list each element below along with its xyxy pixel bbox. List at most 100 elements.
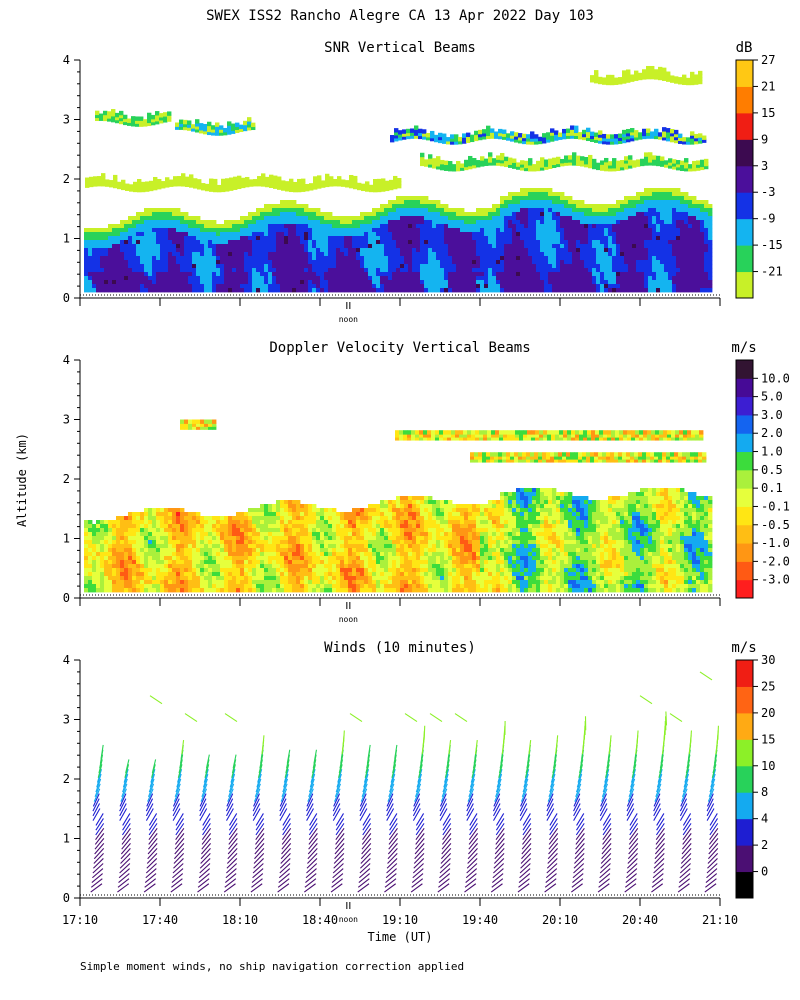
snr-cell [144, 288, 149, 293]
snr-cell [640, 161, 645, 167]
snr-cell [456, 276, 461, 281]
snr-cell [284, 204, 289, 209]
snr-cell [680, 192, 685, 197]
snr-cell [104, 264, 109, 269]
doppler-cell [116, 568, 121, 573]
snr-cell [349, 177, 354, 183]
snr-cell [484, 256, 489, 261]
snr-cell [588, 154, 593, 160]
snr-cell [548, 192, 553, 197]
doppler-cell [164, 580, 169, 585]
snr-cell [488, 280, 493, 285]
doppler-cell [200, 580, 205, 585]
snr-cell [240, 260, 245, 265]
snr-cell [260, 256, 265, 261]
snr-cell [604, 163, 609, 169]
snr-cell [468, 276, 473, 281]
snr-cell [212, 256, 217, 261]
snr-cell [632, 260, 637, 265]
doppler-cell [168, 560, 173, 565]
snr-cell [484, 248, 489, 253]
snr-cell [668, 256, 673, 261]
snr-cell [284, 276, 289, 281]
doppler-cell [140, 544, 145, 549]
snr-cell [268, 244, 273, 249]
snr-cell [100, 288, 105, 293]
snr-cell [546, 135, 551, 140]
snr-cell [672, 162, 677, 167]
snr-cell [456, 280, 461, 285]
snr-cell [224, 280, 229, 285]
snr-cell [652, 248, 657, 253]
snr-cell [496, 272, 501, 277]
snr-cell [184, 268, 189, 273]
doppler-cell [188, 532, 193, 537]
snr-cell [544, 252, 549, 257]
snr-cell [328, 272, 333, 277]
snr-cell [108, 288, 113, 293]
snr-cell [396, 248, 401, 253]
snr-cell [332, 228, 337, 233]
snr-cell [580, 156, 585, 161]
snr-cell [216, 284, 221, 289]
doppler-cell [180, 540, 185, 545]
snr-cell [558, 135, 563, 140]
snr-cell [100, 228, 105, 233]
snr-cell [100, 260, 105, 265]
snr-cell [688, 208, 693, 213]
snr-cell [260, 208, 265, 213]
snr-cell [580, 276, 585, 281]
snr-cell [632, 288, 637, 293]
snr-cell [277, 185, 282, 190]
snr-cell [120, 280, 125, 285]
snr-cell [464, 159, 469, 165]
doppler-cell [184, 548, 189, 553]
snr-cell [530, 137, 535, 142]
doppler-cell [148, 556, 153, 561]
doppler-cell [124, 528, 129, 533]
snr-cell [564, 208, 569, 213]
snr-cell [320, 260, 325, 265]
snr-cell [192, 284, 197, 289]
snr-cell [656, 208, 661, 213]
snr-cell [702, 138, 707, 143]
snr-cell [500, 276, 505, 281]
snr-cell [184, 256, 189, 261]
snr-cell [632, 244, 637, 249]
snr-cell [128, 260, 133, 265]
snr-cell [696, 166, 701, 171]
snr-cell [312, 268, 317, 273]
snr-cell [584, 212, 589, 217]
doppler-cell [180, 532, 185, 537]
snr-cell [168, 260, 173, 265]
snr-cell [93, 182, 98, 187]
snr-cell [324, 224, 329, 229]
snr-cell [124, 272, 129, 277]
snr-cell [672, 244, 677, 249]
snr-cell [444, 268, 449, 273]
snr-cell [152, 272, 157, 277]
snr-cell [340, 244, 345, 249]
snr-cell [228, 220, 233, 225]
snr-cell [688, 196, 693, 201]
snr-cell [692, 160, 697, 166]
doppler-cell [92, 564, 97, 569]
snr-cell [140, 228, 145, 233]
snr-cell [700, 212, 705, 217]
snr-cell [209, 181, 214, 186]
snr-cell [448, 244, 453, 249]
snr-cell [476, 208, 481, 213]
snr-cell [300, 240, 305, 245]
snr-cell [352, 216, 357, 221]
snr-cell [500, 240, 505, 245]
snr-cell [356, 284, 361, 289]
snr-cell [240, 280, 245, 285]
snr-cell [104, 272, 109, 277]
snr-cell [300, 236, 305, 241]
snr-cell [352, 232, 357, 237]
snr-cell [520, 220, 525, 225]
snr-cell [368, 232, 373, 237]
snr-cell [248, 224, 253, 229]
snr-cell [312, 256, 317, 261]
snr-cell [124, 280, 129, 285]
